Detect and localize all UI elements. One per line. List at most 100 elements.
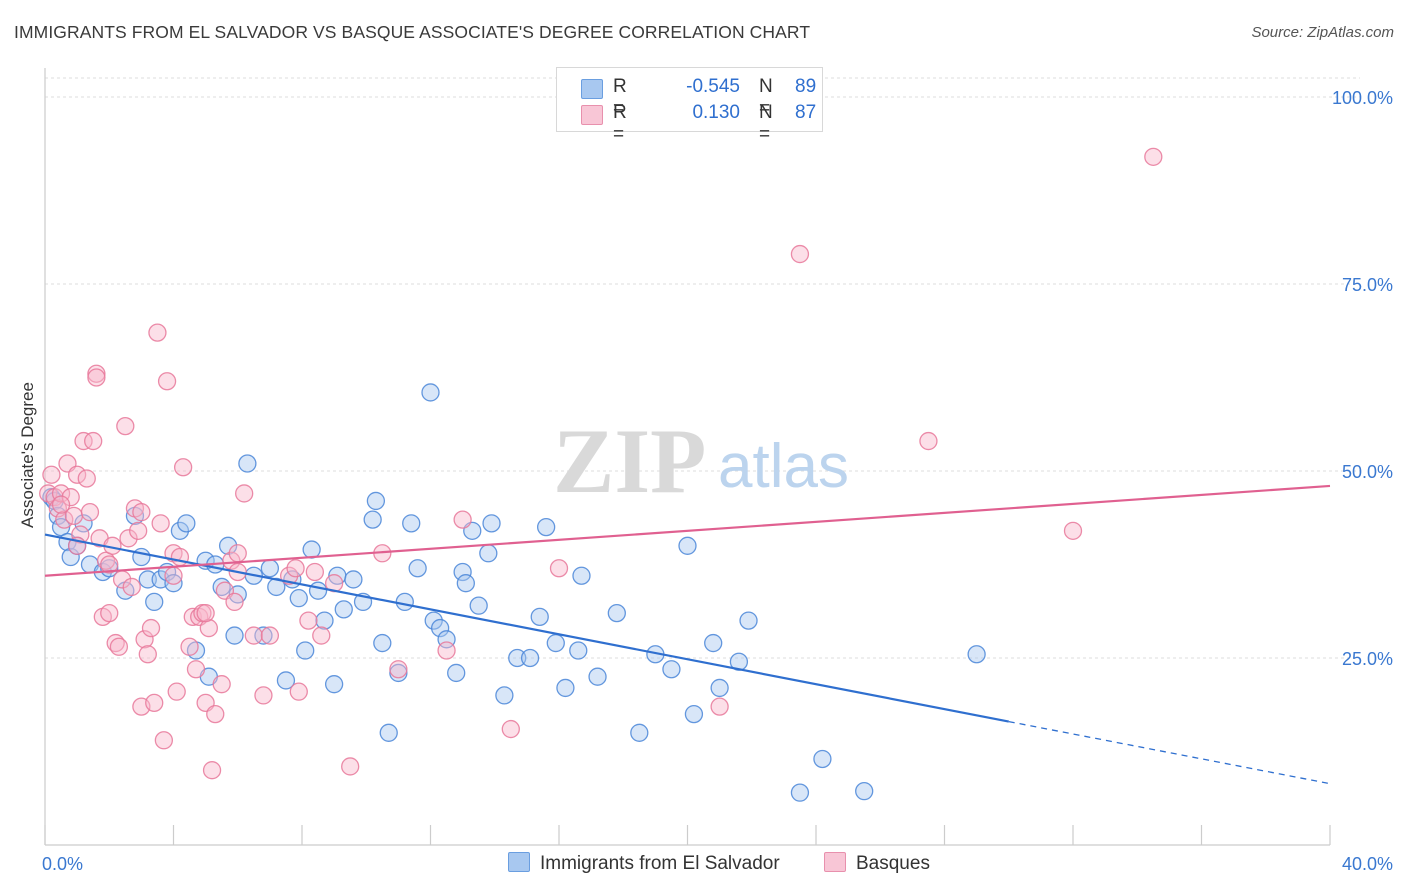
legend-swatch-pink <box>824 852 846 872</box>
data-point <box>55 510 74 529</box>
data-point <box>173 458 193 477</box>
data-point <box>424 611 443 630</box>
data-point <box>260 559 280 578</box>
data-point <box>74 431 93 451</box>
data-point <box>630 723 649 742</box>
data-point <box>206 704 225 724</box>
data-point <box>1144 147 1163 166</box>
series-basques <box>39 147 1163 780</box>
data-point <box>308 581 328 600</box>
data-point <box>607 603 626 623</box>
r-label: R = <box>613 102 627 145</box>
data-point <box>537 517 556 537</box>
data-point <box>662 660 681 679</box>
data-point <box>508 648 527 668</box>
data-point <box>186 660 206 679</box>
trend-line-basques <box>44 484 1331 577</box>
data-point <box>225 592 244 612</box>
data-point <box>129 521 148 540</box>
data-point <box>222 551 241 570</box>
data-point <box>132 502 151 522</box>
data-point <box>109 637 129 656</box>
data-point <box>260 626 280 645</box>
data-point <box>855 781 874 801</box>
n-label: N = <box>759 102 773 145</box>
data-point <box>421 383 440 402</box>
data-point <box>61 547 80 567</box>
data-point <box>482 514 501 533</box>
n-value: 87 <box>795 102 817 123</box>
data-point <box>379 723 398 742</box>
data-point <box>138 570 157 589</box>
data-point <box>684 704 704 724</box>
axes <box>44 68 1331 846</box>
trend-line-el-salvador-extension <box>1008 720 1331 785</box>
data-point <box>180 637 199 656</box>
r-value: -0.545 <box>686 76 740 97</box>
legend-item-basques: Basques <box>824 852 930 875</box>
x-tick-label: 0.0% <box>42 854 83 874</box>
data-point <box>276 671 296 690</box>
watermark-atlas: atlas <box>718 432 849 501</box>
data-point <box>453 562 472 582</box>
data-point <box>373 633 392 653</box>
data-point <box>116 416 135 436</box>
watermark: ZIP atlas <box>553 410 849 512</box>
y-tick-label: 100.0% <box>1332 88 1393 108</box>
data-point <box>546 633 565 653</box>
data-point <box>289 682 308 701</box>
data-point <box>154 731 174 750</box>
legend-swatch-blue <box>581 79 603 99</box>
data-point <box>363 510 382 529</box>
data-point <box>202 761 222 780</box>
data-point <box>145 693 164 713</box>
data-point <box>437 641 456 660</box>
data-point <box>324 675 344 694</box>
data-point <box>244 626 263 645</box>
data-point <box>739 611 758 630</box>
data-point <box>389 660 408 679</box>
data-point <box>151 514 170 533</box>
data-point <box>100 603 119 623</box>
tick-labels: 25.0% 50.0% 75.0% 100.0% 0.0% 40.0% <box>42 88 1393 874</box>
data-point <box>119 529 138 548</box>
data-point <box>74 514 93 533</box>
data-point <box>177 514 196 533</box>
data-point <box>402 514 421 533</box>
legend-label-el-salvador: Immigrants from El Salvador <box>540 853 780 874</box>
r-value: 0.130 <box>692 102 740 123</box>
data-point <box>790 244 810 264</box>
y-tick-label: 50.0% <box>1342 462 1393 482</box>
data-point <box>148 323 167 342</box>
n-label: N = <box>759 76 773 119</box>
source-label: Source: ZipAtlas.com <box>1251 24 1394 41</box>
data-point <box>87 368 106 387</box>
data-point <box>296 641 315 660</box>
data-point <box>100 555 119 574</box>
data-point <box>408 559 427 578</box>
data-point <box>135 630 154 649</box>
data-point <box>395 592 414 612</box>
data-point <box>212 675 231 694</box>
data-point <box>469 596 488 615</box>
y-tick-label: 25.0% <box>1342 649 1393 669</box>
data-point <box>678 536 697 555</box>
data-point <box>67 465 87 484</box>
data-point <box>157 372 177 391</box>
data-point <box>704 633 723 653</box>
data-point <box>447 663 466 683</box>
data-point <box>164 566 183 585</box>
data-point <box>588 667 607 686</box>
data-point <box>145 592 164 612</box>
trend-line-el-salvador <box>44 533 1009 723</box>
data-point <box>199 618 218 638</box>
data-point <box>218 536 238 555</box>
data-point <box>479 544 498 563</box>
data-point <box>501 719 520 739</box>
data-point <box>453 510 472 529</box>
data-point <box>456 574 475 593</box>
data-point <box>164 574 183 593</box>
data-point <box>710 697 729 716</box>
data-point <box>312 626 331 645</box>
data-point <box>235 484 254 503</box>
